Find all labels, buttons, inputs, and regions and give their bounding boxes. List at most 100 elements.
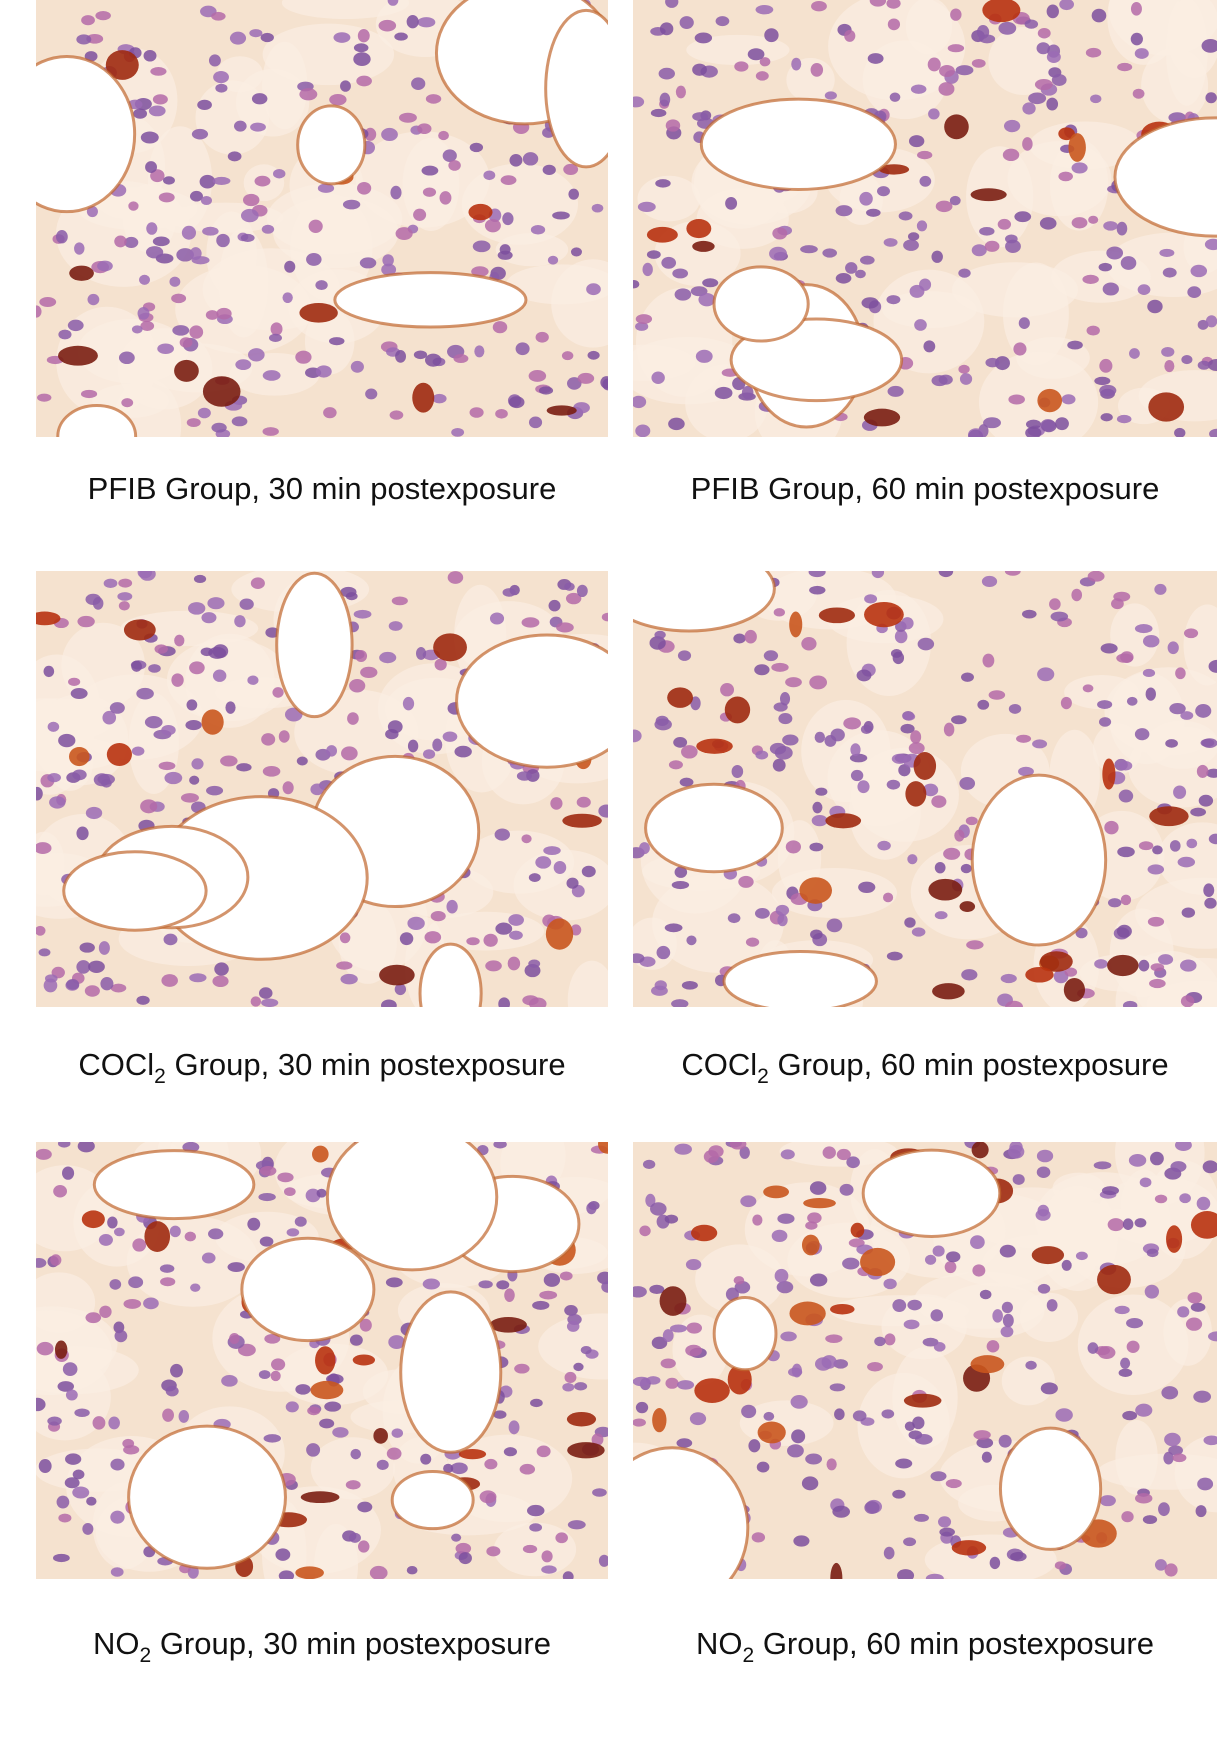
nucleus <box>247 1217 261 1231</box>
stain <box>951 1540 987 1556</box>
nucleus <box>930 1471 947 1482</box>
caption-text: Group, 30 min postexposure <box>151 1626 551 1661</box>
nucleus <box>1008 394 1025 405</box>
alveolus <box>127 1424 287 1570</box>
nucleus <box>805 1453 823 1465</box>
nucleus <box>1097 700 1113 709</box>
stain <box>1068 133 1086 162</box>
nucleus <box>1099 358 1113 373</box>
nucleus <box>1010 1551 1027 1562</box>
nucleus <box>1004 571 1021 576</box>
nucleus <box>38 948 51 957</box>
nucleus <box>174 634 185 647</box>
nucleus <box>136 687 154 700</box>
nucleus <box>211 11 226 21</box>
nucleus <box>541 1565 557 1574</box>
nucleus <box>733 1276 745 1285</box>
nucleus <box>754 664 770 676</box>
nucleus <box>601 1281 608 1293</box>
nucleus <box>522 995 539 1006</box>
nucleus <box>914 319 927 331</box>
nucleus <box>57 1142 71 1148</box>
nucleus <box>944 1261 957 1274</box>
nucleus <box>815 787 828 796</box>
nucleus <box>858 881 876 893</box>
nucleus <box>1177 1306 1190 1318</box>
nucleus <box>763 1411 775 1421</box>
nucleus <box>833 1359 848 1369</box>
nucleus <box>411 77 426 90</box>
nucleus <box>172 325 190 336</box>
nucleus <box>553 860 567 874</box>
nucleus <box>1190 1302 1206 1312</box>
stain <box>903 1393 942 1408</box>
nucleus <box>1091 8 1107 23</box>
nucleus <box>133 108 148 119</box>
nucleus <box>775 904 790 916</box>
nucleus <box>504 1288 515 1302</box>
nucleus <box>1071 588 1083 602</box>
nucleus <box>566 377 582 390</box>
stroma <box>1019 1292 1079 1343</box>
nucleus <box>1190 264 1208 278</box>
stroma <box>262 23 395 86</box>
nucleus <box>664 1214 679 1224</box>
nucleus <box>521 834 532 844</box>
nucleus <box>171 673 184 687</box>
nucleus <box>959 373 973 385</box>
nucleus <box>1180 995 1195 1007</box>
nucleus <box>1170 1161 1187 1173</box>
nucleus <box>1175 667 1186 680</box>
stain <box>201 709 224 735</box>
nucleus <box>685 1344 703 1357</box>
nucleus <box>263 1434 282 1443</box>
nucleus <box>70 687 88 700</box>
nucleus <box>507 956 521 971</box>
nucleus <box>136 995 150 1005</box>
nucleus <box>387 0 399 6</box>
nucleus <box>254 175 271 187</box>
nucleus <box>47 772 61 783</box>
nucleus <box>399 112 417 123</box>
nucleus <box>239 598 254 610</box>
nucleus <box>451 1533 462 1542</box>
caption: COCl2 Group, 30 min postexposure <box>36 1047 608 1089</box>
nucleus <box>556 622 574 633</box>
subscript: 2 <box>154 1065 166 1088</box>
nucleus <box>394 32 408 41</box>
nucleus <box>591 1433 604 1446</box>
nucleus <box>74 242 85 255</box>
nucleus <box>58 1513 72 1523</box>
nucleus <box>109 1279 122 1290</box>
nucleus <box>903 239 919 251</box>
nucleus <box>1204 238 1217 251</box>
nucleus <box>958 364 970 374</box>
nucleus <box>283 1187 296 1197</box>
nucleus <box>1120 256 1137 270</box>
nucleus <box>1145 687 1156 701</box>
nucleus <box>698 292 716 307</box>
nucleus <box>564 1371 577 1384</box>
nucleus <box>121 398 134 408</box>
nucleus <box>186 699 198 711</box>
nucleus <box>216 307 232 320</box>
nucleus <box>236 763 252 772</box>
nucleus <box>886 779 901 790</box>
nucleus <box>333 32 351 43</box>
nucleus <box>1055 417 1069 431</box>
nucleus <box>356 75 372 87</box>
nucleus <box>390 185 402 200</box>
nucleus <box>164 771 183 785</box>
stain <box>646 226 678 243</box>
nucleus <box>785 677 802 688</box>
nucleus <box>1098 717 1112 727</box>
nucleus <box>1022 137 1033 151</box>
nucleus <box>100 977 114 991</box>
nucleus <box>864 1501 880 1515</box>
nucleus <box>910 84 927 94</box>
nucleus <box>660 1358 676 1369</box>
nucleus <box>165 1385 179 1397</box>
stroma <box>744 1182 870 1277</box>
nucleus <box>805 1221 818 1230</box>
nucleus <box>295 1384 311 1395</box>
